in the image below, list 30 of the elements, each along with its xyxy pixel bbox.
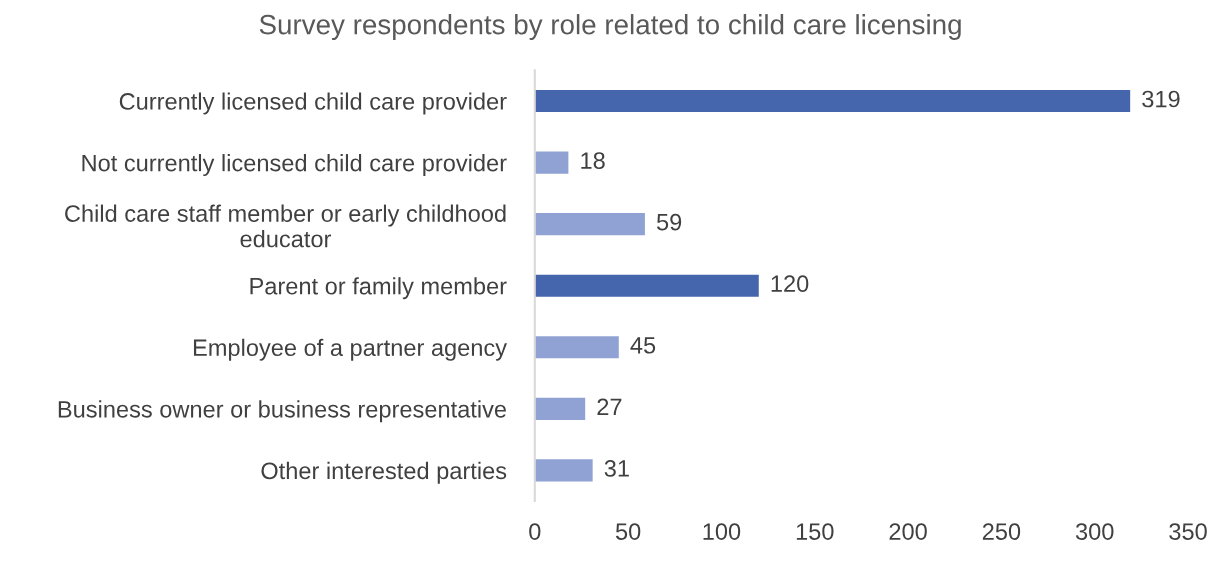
y-tick-label: Other interested parties [261,461,507,484]
bar [534,89,1131,113]
data-label: 120 [771,275,809,293]
y-tick-label: Employee of a partner agency [193,338,507,361]
x-tick-label: 300 [1075,523,1114,540]
bar [534,151,569,174]
data-label: 45 [630,337,656,354]
y-tick-label: Parent or family member [250,277,507,300]
bar [534,459,593,482]
data-label: 27 [597,398,622,415]
chart-title: Survey respondents by role related to child care licensing [259,14,961,40]
data-label: 18 [581,152,605,169]
x-tick-label: 200 [889,523,927,540]
y-tick-label: Not currently licensed child care provider [82,154,507,177]
y-tick-label: Currently licensed child care provider [119,92,507,115]
x-tick-label: 0 [529,523,541,540]
bar [534,397,586,420]
data-label: 31 [604,460,629,477]
y-tick-label: Child care staff member or early childhood educator [65,204,506,248]
x-tick-label: 150 [796,523,834,540]
x-tick-label: 250 [982,523,1021,540]
x-tick-label: 350 [1169,523,1207,540]
bar [534,213,645,236]
x-tick-label: 50 [615,523,641,540]
data-label: 59 [656,213,682,231]
y-tick-label: Business owner or business representative [58,400,506,423]
x-tick-label: 100 [703,523,741,540]
bar [534,336,619,359]
bar [534,274,759,297]
data-label: 319 [1142,90,1180,108]
